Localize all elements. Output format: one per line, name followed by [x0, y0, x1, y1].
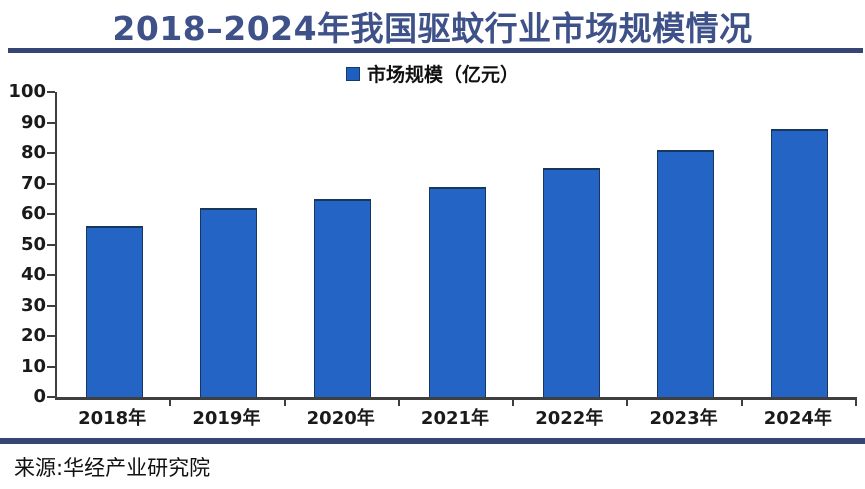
y-axis-label: 60 [20, 203, 46, 224]
bar-2024年 [771, 128, 829, 397]
bar-2020年 [314, 198, 372, 397]
x-axis-label: 2020年 [306, 408, 375, 429]
bar-2019年 [199, 207, 257, 397]
x-axis-tick [283, 400, 286, 406]
y-axis-label: 30 [20, 294, 46, 316]
y-axis-label: 90 [20, 111, 46, 133]
y-axis-tick [47, 304, 55, 307]
y-axis-tick [47, 182, 55, 185]
y-axis-tick [47, 91, 55, 93]
x-axis-label: 2018年 [78, 408, 147, 429]
x-axis-tick [855, 400, 857, 406]
x-axis-tick [512, 400, 515, 406]
x-axis-label: 2024年 [763, 408, 832, 429]
y-axis-label: 10 [20, 355, 46, 377]
y-axis-label: 100 [8, 81, 46, 102]
x-axis-label: 2023年 [649, 408, 718, 429]
y-axis-label: 80 [20, 142, 46, 163]
x-axis-tick [740, 400, 743, 406]
y-axis-label: 70 [20, 172, 46, 194]
x-axis-tick [397, 400, 400, 406]
y-axis-tick [47, 121, 55, 124]
x-axis-label: 2022年 [535, 408, 604, 429]
source-credit: 来源:华经产业研究院 [14, 456, 211, 480]
y-axis-tick [47, 396, 55, 398]
x-axis-label: 2019年 [192, 408, 261, 429]
y-axis-tick [47, 213, 55, 215]
y-axis-tick [47, 274, 55, 276]
plot-area [55, 92, 857, 406]
bottom-divider-rule [0, 438, 865, 444]
y-axis-label: 20 [20, 325, 46, 346]
y-axis-label: 50 [20, 233, 46, 255]
y-axis-label: 40 [20, 264, 46, 285]
legend-swatch-icon [345, 66, 360, 81]
bar-2023年 [657, 149, 715, 397]
title-underline-rule [8, 48, 863, 53]
y-axis-label: 0 [33, 386, 46, 407]
bar-2021年 [428, 186, 486, 397]
legend-label: 市场规模（亿元） [366, 64, 519, 86]
bar-2018年 [85, 226, 143, 397]
bar-2022年 [542, 168, 600, 397]
chart-legend: 市场规模（亿元） [0, 60, 865, 87]
x-axis-tick [169, 400, 172, 406]
y-axis-tick [47, 152, 55, 154]
y-axis-tick [47, 243, 55, 246]
y-axis-tick [47, 365, 55, 368]
x-axis-label: 2021年 [420, 408, 490, 429]
x-axis-tick [626, 400, 629, 406]
y-axis-tick [47, 335, 55, 337]
chart-title: 2018–2024年我国驱蚊行业市场规模情况 [112, 9, 753, 48]
